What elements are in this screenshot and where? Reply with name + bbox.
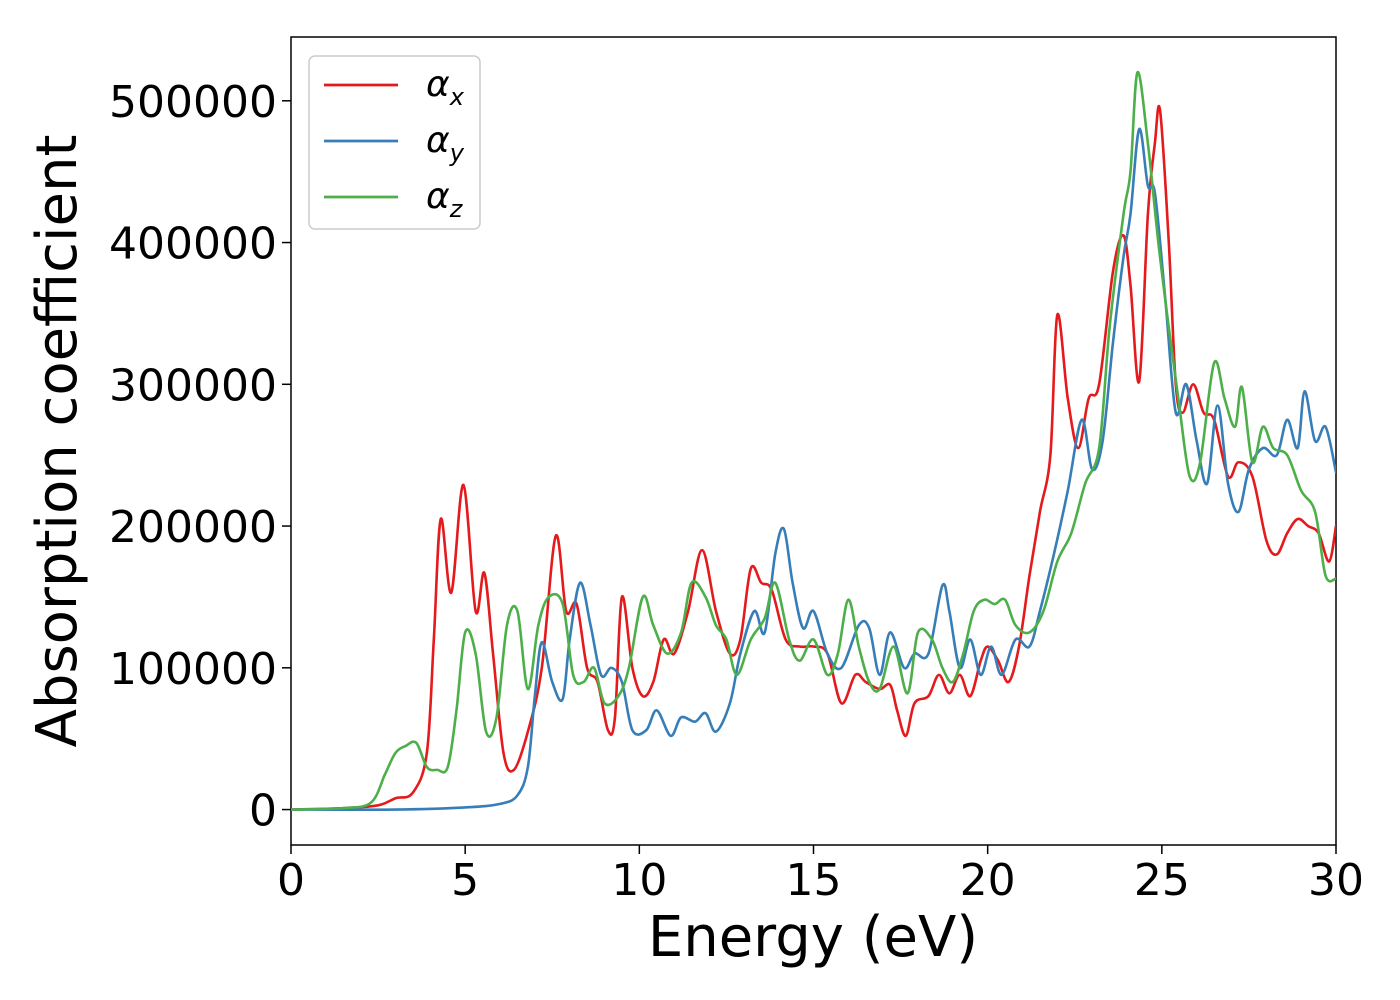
legend-label-alpha-z: αz — [426, 176, 464, 223]
y-tick-label: 400000 — [109, 219, 277, 270]
y-axis-title: Absorption coefficient — [25, 135, 90, 748]
x-tick-label: 10 — [611, 855, 667, 906]
x-tick-label: 5 — [451, 855, 479, 906]
x-tick-label: 30 — [1308, 855, 1364, 906]
x-tick-label: 20 — [960, 855, 1016, 906]
y-tick-label: 500000 — [109, 77, 277, 128]
series-layer — [291, 71, 1336, 812]
x-axis: 0 5 10 15 20 25 30 — [277, 845, 1364, 906]
y-tick-label: 300000 — [109, 360, 277, 411]
series-line-alpha-y — [291, 127, 1336, 812]
legend-label-alpha-x: αx — [426, 64, 465, 111]
y-tick-label: 0 — [249, 786, 277, 837]
legend: αx αy αz — [308, 55, 481, 230]
x-tick-label: 15 — [786, 855, 842, 906]
y-axis: 0 100000 200000 300000 400000 500000 — [109, 77, 291, 837]
series-line-alpha-z — [291, 71, 1336, 811]
y-tick-label: 100000 — [109, 644, 277, 695]
legend-box — [308, 55, 481, 230]
y-tick-label: 200000 — [109, 502, 277, 553]
x-tick-label: 0 — [277, 855, 305, 906]
x-axis-title: Energy (eV) — [648, 905, 978, 970]
x-tick-label: 25 — [1134, 855, 1190, 906]
legend-label-alpha-y: αy — [426, 120, 465, 167]
